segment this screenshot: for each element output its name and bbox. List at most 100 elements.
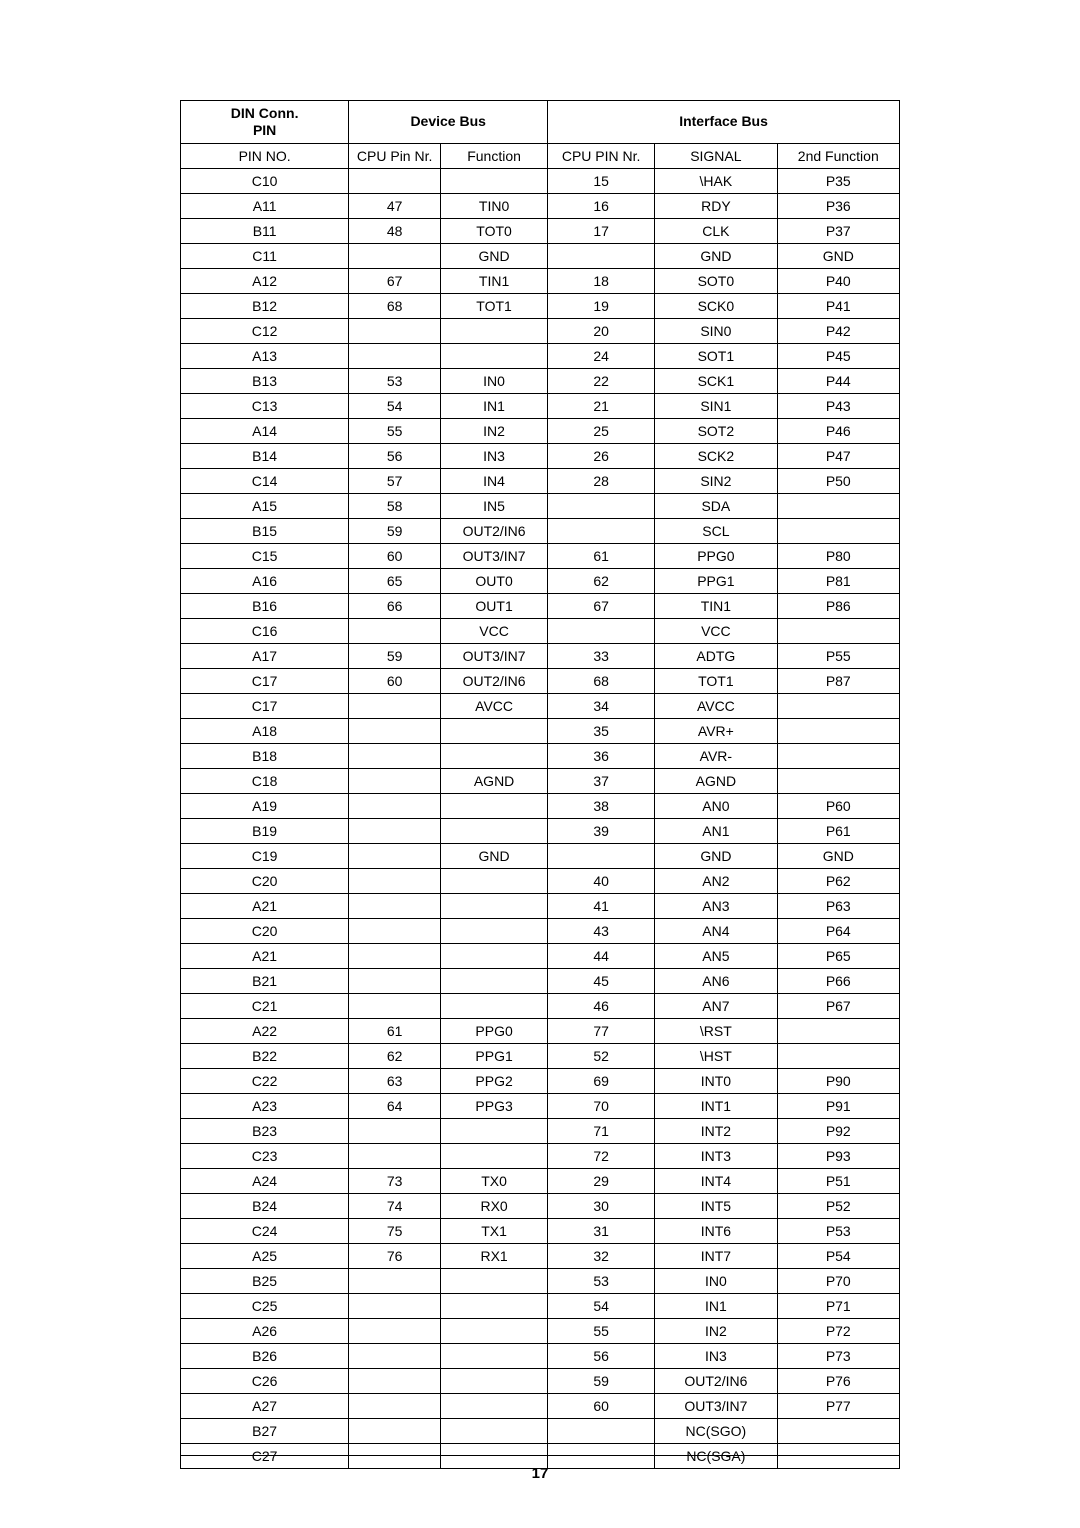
table-cell [349, 693, 441, 718]
table-row: C2043AN4P64 [181, 918, 900, 943]
table-cell: P54 [777, 1243, 899, 1268]
table-cell [777, 1018, 899, 1043]
table-cell: P72 [777, 1318, 899, 1343]
table-row: A1665OUT062PPG1P81 [181, 568, 900, 593]
table-cell: C22 [181, 1068, 349, 1093]
table-cell: P80 [777, 543, 899, 568]
table-cell: P37 [777, 218, 899, 243]
table-cell: CLK [655, 218, 777, 243]
table-cell: IN0 [655, 1268, 777, 1293]
table-cell [777, 743, 899, 768]
table-cell: P42 [777, 318, 899, 343]
table-cell: 28 [548, 468, 655, 493]
table-cell: ADTG [655, 643, 777, 668]
table-cell: OUT2/IN6 [441, 518, 548, 543]
header-col-cell: PIN NO. [181, 143, 349, 168]
table-cell: P52 [777, 1193, 899, 1218]
table-head: DIN Conn.PINDevice BusInterface BusPIN N… [181, 101, 900, 169]
table-cell: IN4 [441, 468, 548, 493]
table-cell: GND [655, 243, 777, 268]
table-cell: 72 [548, 1143, 655, 1168]
table-cell [349, 993, 441, 1018]
table-cell: 75 [349, 1218, 441, 1243]
table-cell: 16 [548, 193, 655, 218]
table-cell [349, 1318, 441, 1343]
table-cell: AN7 [655, 993, 777, 1018]
table-cell: A21 [181, 943, 349, 968]
table-row: C1220SIN0P42 [181, 318, 900, 343]
table-row: C11GNDGNDGND [181, 243, 900, 268]
table-cell [548, 243, 655, 268]
table-cell [441, 343, 548, 368]
table-cell: 55 [548, 1318, 655, 1343]
table-cell: \HST [655, 1043, 777, 1068]
table-cell [548, 493, 655, 518]
table-cell: B16 [181, 593, 349, 618]
table-cell [441, 1418, 548, 1443]
table-cell [349, 768, 441, 793]
table-row: C18AGND37AGND [181, 768, 900, 793]
table-cell: P61 [777, 818, 899, 843]
table-cell: 35 [548, 718, 655, 743]
table-cell: 67 [349, 268, 441, 293]
table-cell: 47 [349, 193, 441, 218]
table-cell: SOT1 [655, 343, 777, 368]
table-cell: A12 [181, 268, 349, 293]
table-cell: C11 [181, 243, 349, 268]
table-cell: 73 [349, 1168, 441, 1193]
table-cell: P65 [777, 943, 899, 968]
table-cell: INT5 [655, 1193, 777, 1218]
table-row: B2474RX030INT5P52 [181, 1193, 900, 1218]
table-cell: SOT0 [655, 268, 777, 293]
table-cell: C26 [181, 1368, 349, 1393]
table-cell: C18 [181, 768, 349, 793]
table-cell: IN3 [655, 1343, 777, 1368]
table-cell: P40 [777, 268, 899, 293]
header-col-row: PIN NO.CPU Pin Nr.FunctionCPU PIN Nr.SIG… [181, 143, 900, 168]
table-row: B1268TOT119SCK0P41 [181, 293, 900, 318]
header-col-cell: 2nd Function [777, 143, 899, 168]
header-col-cell: CPU PIN Nr. [548, 143, 655, 168]
table-cell: 34 [548, 693, 655, 718]
table-row: A1938AN0P60 [181, 793, 900, 818]
table-cell: NC(SGO) [655, 1418, 777, 1443]
table-cell [777, 718, 899, 743]
table-cell: P43 [777, 393, 899, 418]
table-cell [441, 1293, 548, 1318]
table-cell: GND [441, 843, 548, 868]
table-cell: AN4 [655, 918, 777, 943]
table-cell: 61 [349, 1018, 441, 1043]
table-cell [349, 843, 441, 868]
table-row: B1939AN1P61 [181, 818, 900, 843]
table-cell: A14 [181, 418, 349, 443]
table-row: B2145AN6P66 [181, 968, 900, 993]
table-cell: \RST [655, 1018, 777, 1043]
table-cell: 25 [548, 418, 655, 443]
table-cell: INT7 [655, 1243, 777, 1268]
table-row: A1455IN225SOT2P46 [181, 418, 900, 443]
table-cell: P70 [777, 1268, 899, 1293]
table-row: A2141AN3P63 [181, 893, 900, 918]
table-cell: C19 [181, 843, 349, 868]
table-cell: C14 [181, 468, 349, 493]
table-cell: A11 [181, 193, 349, 218]
table-cell: INT1 [655, 1093, 777, 1118]
table-cell: IN1 [655, 1293, 777, 1318]
table-cell: 15 [548, 168, 655, 193]
table-cell: A23 [181, 1093, 349, 1118]
table-cell: 32 [548, 1243, 655, 1268]
table-cell [349, 318, 441, 343]
table-cell: P91 [777, 1093, 899, 1118]
table-cell: 59 [548, 1368, 655, 1393]
table-cell: C17 [181, 668, 349, 693]
table-cell: 36 [548, 743, 655, 768]
table-row: A2655IN2P72 [181, 1318, 900, 1343]
table-cell: 56 [349, 443, 441, 468]
table-row: C1457IN428SIN2P50 [181, 468, 900, 493]
table-cell [441, 1143, 548, 1168]
table-cell: P53 [777, 1218, 899, 1243]
table-cell: C15 [181, 543, 349, 568]
table-cell [777, 493, 899, 518]
table-cell: 65 [349, 568, 441, 593]
table-cell: C25 [181, 1293, 349, 1318]
